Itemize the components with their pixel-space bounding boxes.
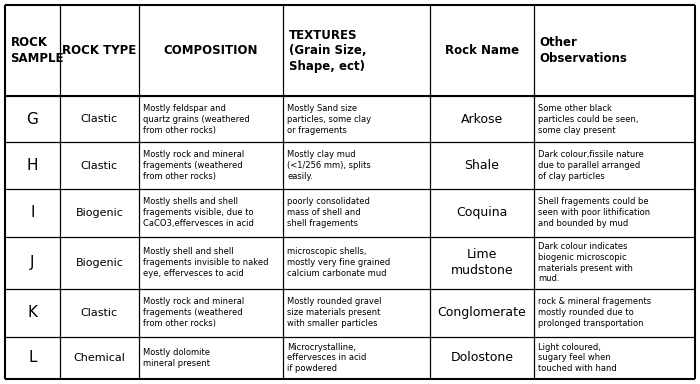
Text: Mostly shell and shell
fragements invisible to naked
eye, effervesces to acid: Mostly shell and shell fragements invisi… <box>144 247 269 278</box>
Text: Arkose: Arkose <box>461 113 503 126</box>
Text: Mostly Sand size
particles, some clay
or fragements: Mostly Sand size particles, some clay or… <box>287 104 371 135</box>
Text: Clastic: Clastic <box>80 161 118 170</box>
Text: Dark colour indicates
biogenic microscopic
materials present with
mud.: Dark colour indicates biogenic microscop… <box>538 242 634 283</box>
Text: Mostly rounded gravel
size materials present
with smaller particles: Mostly rounded gravel size materials pre… <box>287 298 382 328</box>
Text: Light coloured,
sugary feel when
touched with hand: Light coloured, sugary feel when touched… <box>538 343 617 373</box>
Text: poorly consolidated
mass of shell and
shell fragements: poorly consolidated mass of shell and sh… <box>287 197 370 228</box>
Text: Clastic: Clastic <box>80 308 118 318</box>
Text: Biogenic: Biogenic <box>76 258 123 268</box>
Text: Mostly rock and mineral
fragements (weathered
from other rocks): Mostly rock and mineral fragements (weat… <box>144 150 244 181</box>
Text: I: I <box>30 205 34 220</box>
Text: Microcrystalline,
effervesces in acid
if powdered: Microcrystalline, effervesces in acid if… <box>287 343 367 373</box>
Text: Lime
mudstone: Lime mudstone <box>451 248 513 277</box>
Text: Shell fragements could be
seen with poor lithification
and bounded by mud: Shell fragements could be seen with poor… <box>538 197 650 228</box>
Text: K: K <box>27 305 37 320</box>
Text: G: G <box>27 112 38 127</box>
Text: Mostly clay mud
(<1/256 mm), splits
easily.: Mostly clay mud (<1/256 mm), splits easi… <box>287 150 371 181</box>
Text: Coquina: Coquina <box>456 206 508 219</box>
Text: Biogenic: Biogenic <box>76 208 123 218</box>
Text: ROCK
SAMPLE: ROCK SAMPLE <box>10 36 64 65</box>
Text: ROCK TYPE: ROCK TYPE <box>62 44 136 57</box>
Text: Some other black
particles could be seen,
some clay present: Some other black particles could be seen… <box>538 104 639 135</box>
Text: Shale: Shale <box>465 159 500 172</box>
Text: Mostly shells and shell
fragements visible, due to
CaCO3,effervesces in acid: Mostly shells and shell fragements visib… <box>144 197 254 228</box>
Text: Mostly dolomite
mineral present: Mostly dolomite mineral present <box>144 348 210 368</box>
Text: rock & mineral fragements
mostly rounded due to
prolonged transportation: rock & mineral fragements mostly rounded… <box>538 298 652 328</box>
Text: COMPOSITION: COMPOSITION <box>164 44 258 57</box>
Text: Conglomerate: Conglomerate <box>438 306 526 319</box>
Text: Other
Observations: Other Observations <box>540 36 628 65</box>
Text: H: H <box>27 158 38 173</box>
Text: Dark colour,fissile nature
due to parallel arranged
of clay particles: Dark colour,fissile nature due to parall… <box>538 150 644 181</box>
Text: Mostly rock and mineral
fragements (weathered
from other rocks): Mostly rock and mineral fragements (weat… <box>144 298 244 328</box>
Text: microscopic shells,
mostly very fine grained
calcium carbonate mud: microscopic shells, mostly very fine gra… <box>287 247 391 278</box>
Text: Chemical: Chemical <box>74 353 125 363</box>
Text: Rock Name: Rock Name <box>445 44 519 57</box>
Text: J: J <box>30 255 34 270</box>
Text: Mostly feldspar and
quartz grains (weathered
from other rocks): Mostly feldspar and quartz grains (weath… <box>144 104 250 135</box>
Text: Clastic: Clastic <box>80 114 118 124</box>
Text: Dolostone: Dolostone <box>451 351 514 364</box>
Text: TEXTURES
(Grain Size,
Shape, ect): TEXTURES (Grain Size, Shape, ect) <box>288 29 366 73</box>
Text: L: L <box>28 350 36 365</box>
